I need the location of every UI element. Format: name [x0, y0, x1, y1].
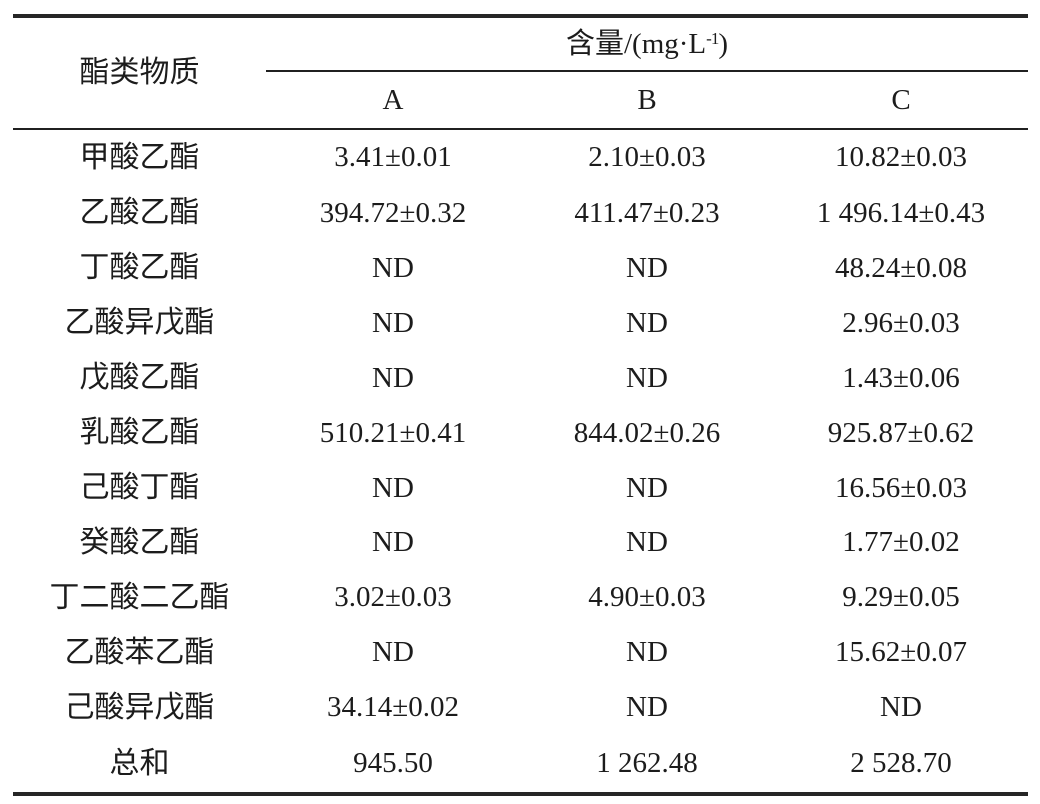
value-cell-a: 34.14±0.02 [327, 691, 459, 724]
table-row: 乳酸乙酯 510.21±0.41 844.02±0.26 925.87±0.62 [13, 406, 1028, 461]
value-cell-c: 16.56±0.03 [835, 471, 967, 504]
value-cell-b: 2.10±0.03 [588, 141, 706, 174]
value-cell-b: ND [626, 471, 668, 504]
value-cell-c: 48.24±0.08 [835, 251, 967, 284]
value-cell-c: 2 528.70 [850, 747, 952, 780]
value-cell-b: 844.02±0.26 [573, 416, 721, 449]
table-row: 戊酸乙酯 ND ND 1.43±0.06 [13, 351, 1028, 406]
substance-cell: 己酸异戊酯 [64, 690, 215, 724]
table-row: 甲酸乙酯 3.41±0.01 2.10±0.03 10.82±0.03 [13, 129, 1028, 186]
value-cell-a: 394.72±0.32 [319, 196, 467, 229]
substance-cell: 乙酸异戊酯 [64, 306, 215, 340]
unit-suffix: ) [718, 27, 728, 60]
table-row: 己酸丁酯 ND ND 16.56±0.03 [13, 461, 1028, 516]
substance-cell: 乙酸乙酯 [79, 196, 200, 230]
value-cell-c: 1.43±0.06 [842, 361, 960, 394]
column-header-substance: 酯类物质 [13, 16, 266, 130]
unit-superscript: -1 [706, 28, 719, 48]
unit-prefix: 含量/(mg·L [566, 27, 707, 60]
column-header-sample-a: A [266, 71, 520, 130]
value-cell-b: 411.47±0.23 [574, 196, 720, 229]
header-row-samples: A B C [13, 71, 1028, 130]
table-row: 乙酸乙酯 394.72±0.32 411.47±0.23 1 496.14±0.… [13, 186, 1028, 241]
table-row: 总和 945.50 1 262.48 2 528.70 [13, 735, 1028, 794]
header-row-unit: 酯类物质 含量/(mg·L-1) [13, 16, 1028, 130]
column-header-sample-b: B [520, 71, 774, 130]
value-cell-a: ND [372, 636, 414, 669]
value-cell-c: ND [880, 691, 922, 724]
value-cell-c: 925.87±0.62 [827, 416, 975, 449]
value-cell-a: ND [372, 251, 414, 284]
table-row: 己酸异戊酯 34.14±0.02 ND ND [13, 680, 1028, 735]
substance-cell: 癸酸乙酯 [79, 525, 200, 559]
value-cell-b: ND [626, 251, 668, 284]
value-cell-c: 10.82±0.03 [835, 141, 967, 174]
table-body: 甲酸乙酯 3.41±0.01 2.10±0.03 10.82±0.03 乙酸乙酯… [13, 129, 1028, 794]
table-header: 酯类物质 含量/(mg·L-1) A B C [13, 16, 1028, 130]
substance-cell: 总和 [109, 746, 170, 780]
ester-content-table: 酯类物质 含量/(mg·L-1) A B C 甲酸乙酯 3.41±0.01 2.… [13, 14, 1028, 796]
substance-cell: 己酸丁酯 [79, 471, 200, 505]
value-cell-a: 945.50 [353, 747, 433, 780]
value-cell-a: 510.21±0.41 [319, 416, 467, 449]
value-cell-c: 15.62±0.07 [835, 636, 967, 669]
substance-cell: 甲酸乙酯 [79, 140, 200, 174]
value-cell-c: 2.96±0.03 [842, 306, 960, 339]
table-row: 癸酸乙酯 ND ND 1.77±0.02 [13, 516, 1028, 571]
table-row: 丁酸乙酯 ND ND 48.24±0.08 [13, 241, 1028, 296]
value-cell-b: ND [626, 636, 668, 669]
substance-cell: 丁二酸二乙酯 [49, 580, 230, 614]
value-cell-c: 1.77±0.02 [842, 526, 960, 559]
value-cell-b: ND [626, 361, 668, 394]
column-header-sample-c: C [774, 71, 1028, 130]
table-row: 丁二酸二乙酯 3.02±0.03 4.90±0.03 9.29±0.05 [13, 570, 1028, 625]
column-header-content-unit: 含量/(mg·L-1) [266, 16, 1028, 72]
value-cell-a: ND [372, 471, 414, 504]
substance-cell: 丁酸乙酯 [79, 251, 200, 285]
substance-cell: 戊酸乙酯 [79, 361, 200, 395]
table-row: 乙酸异戊酯 ND ND 2.96±0.03 [13, 296, 1028, 351]
value-cell-c: 9.29±0.05 [842, 581, 960, 614]
value-cell-b: ND [626, 526, 668, 559]
value-cell-a: 3.02±0.03 [334, 581, 452, 614]
substance-cell: 乙酸苯乙酯 [64, 635, 215, 669]
value-cell-a: 3.41±0.01 [334, 141, 452, 174]
value-cell-b: 1 262.48 [596, 747, 698, 780]
value-cell-b: 4.90±0.03 [588, 581, 706, 614]
value-cell-c: 1 496.14±0.43 [816, 196, 986, 229]
value-cell-b: ND [626, 306, 668, 339]
value-cell-a: ND [372, 361, 414, 394]
value-cell-a: ND [372, 526, 414, 559]
value-cell-a: ND [372, 306, 414, 339]
table-row: 乙酸苯乙酯 ND ND 15.62±0.07 [13, 625, 1028, 680]
value-cell-b: ND [626, 691, 668, 724]
substance-cell: 乳酸乙酯 [79, 416, 200, 450]
